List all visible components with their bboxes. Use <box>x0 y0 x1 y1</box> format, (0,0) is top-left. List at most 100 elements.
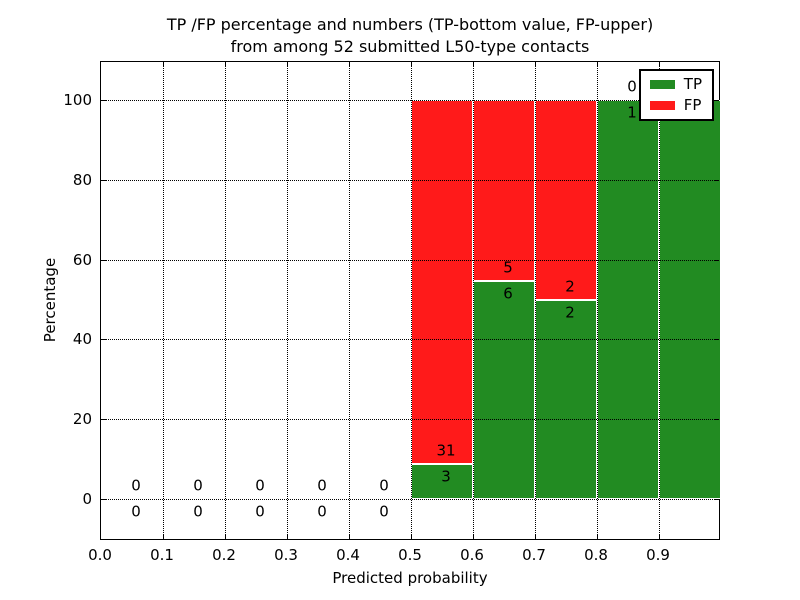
tp-count-label: 1 <box>627 103 637 122</box>
x-tick-top <box>163 62 164 67</box>
x-tick-bottom <box>163 534 164 539</box>
legend-label-fp: FP <box>683 96 702 114</box>
fp-count-label: 31 <box>436 441 456 460</box>
v-gridline <box>535 62 536 539</box>
tp-count-label: 0 <box>193 502 203 521</box>
x-tick-bottom <box>535 534 536 539</box>
x-tick-bottom <box>473 534 474 539</box>
tp-count-label: 0 <box>317 502 327 521</box>
tp-count-label: 6 <box>503 284 513 303</box>
x-tick-label: 0.6 <box>460 546 484 564</box>
x-tick-label: 0.7 <box>522 546 546 564</box>
x-tick-label: 0.8 <box>584 546 608 564</box>
tp-bar <box>535 299 597 499</box>
x-tick-label: 0.9 <box>646 546 670 564</box>
fp-count-label: 0 <box>255 476 265 495</box>
x-tick-top <box>597 62 598 67</box>
x-tick-top <box>287 62 288 67</box>
v-gridline <box>163 62 164 539</box>
tp-bar <box>473 281 535 499</box>
v-gridline <box>411 62 412 539</box>
tp-count-label: 2 <box>565 303 575 321</box>
x-tick-top <box>535 62 536 67</box>
x-tick-top <box>659 62 660 67</box>
x-tick-top <box>411 62 412 67</box>
v-gridline <box>597 62 598 539</box>
y-tick-label: 20 <box>72 410 92 429</box>
fp-count-label: 0 <box>317 476 327 495</box>
y-tick-label: 60 <box>72 250 92 269</box>
y-tick-left <box>101 499 106 500</box>
tp-count-label: 3 <box>441 467 451 486</box>
x-tick-bottom <box>411 534 412 539</box>
fp-count-label: 5 <box>503 258 513 277</box>
fp-bar <box>535 100 597 300</box>
v-gridline <box>225 62 226 539</box>
v-gridline <box>659 62 660 539</box>
y-tick-right <box>714 100 719 101</box>
y-tick-label: 80 <box>72 170 92 189</box>
x-tick-bottom <box>287 534 288 539</box>
y-tick-label: 40 <box>72 330 92 349</box>
tp-count-label: 0 <box>379 502 389 521</box>
fp-count-label: 0 <box>627 77 637 96</box>
fp-bar <box>473 100 535 282</box>
legend-entry-tp: TP <box>649 75 702 93</box>
x-tick-label: 0.2 <box>212 546 236 564</box>
tp-bar <box>659 100 721 499</box>
h-gridline <box>101 179 719 181</box>
x-tick-bottom <box>349 534 350 539</box>
y-tick-left <box>101 339 106 341</box>
y-tick-right <box>714 419 719 421</box>
tp-count-label: 0 <box>255 502 265 521</box>
v-gridline <box>287 62 288 539</box>
fp-bar <box>411 100 473 464</box>
h-gridline <box>101 100 719 101</box>
fp-count-label: 0 <box>193 476 203 495</box>
h-gridline <box>101 419 719 421</box>
x-tick-top <box>473 62 474 67</box>
chart-title: TP /FP percentage and numbers (TP-bottom… <box>90 14 730 58</box>
x-tick-label: 0.1 <box>150 546 174 564</box>
fp-count-label: 0 <box>379 476 389 495</box>
tp-count-label: 0 <box>131 502 141 521</box>
y-tick-left <box>101 179 106 181</box>
h-gridline <box>101 259 719 261</box>
y-tick-right <box>714 179 719 181</box>
v-gridline <box>473 62 474 539</box>
chart-title-line2: from among 52 submitted L50-type contact… <box>230 37 590 56</box>
chart-title-line1: TP /FP percentage and numbers (TP-bottom… <box>166 15 654 34</box>
fp-count-label: 2 <box>565 277 575 295</box>
x-tick-bottom <box>225 534 226 539</box>
plot-area: TP FP 000000000031356220102 <box>100 61 721 540</box>
y-tick-left <box>101 419 106 421</box>
x-tick-label: 0.0 <box>88 546 112 564</box>
x-tick-bottom <box>659 534 660 539</box>
v-gridline <box>349 62 350 539</box>
tp-bar <box>597 100 659 499</box>
fp-count-label: 0 <box>131 476 141 495</box>
y-tick-left <box>101 259 106 261</box>
tp-bar <box>411 463 473 499</box>
fp-swatch <box>649 101 675 110</box>
y-tick-right <box>714 259 719 261</box>
x-tick-label: 0.4 <box>336 546 360 564</box>
tp-swatch <box>649 80 675 89</box>
y-tick-right <box>714 339 719 341</box>
x-tick-top <box>225 62 226 67</box>
legend-entry-fp: FP <box>649 96 702 114</box>
h-gridline <box>101 339 719 341</box>
legend: TP FP <box>638 69 714 121</box>
x-tick-top <box>349 62 350 67</box>
y-tick-left <box>101 100 106 101</box>
x-axis-label: Predicted probability <box>332 569 488 587</box>
x-tick-label: 0.5 <box>398 546 422 564</box>
y-tick-right <box>714 499 719 500</box>
y-tick-label: 100 <box>63 91 92 109</box>
h-gridline <box>101 499 719 500</box>
legend-label-tp: TP <box>683 75 702 93</box>
y-tick-label: 0 <box>82 490 92 508</box>
x-tick-bottom <box>597 534 598 539</box>
x-tick-label: 0.3 <box>274 546 298 564</box>
